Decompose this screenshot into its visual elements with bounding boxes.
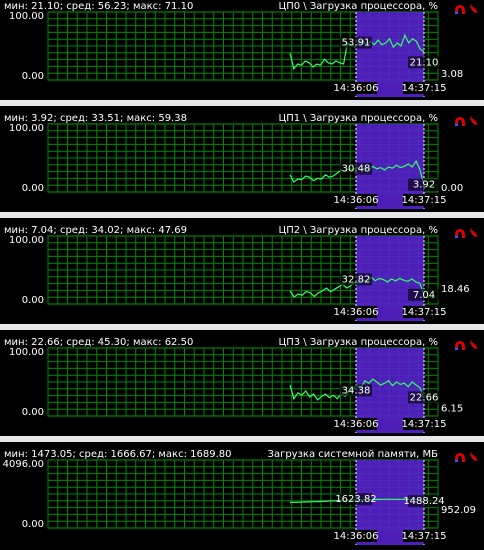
title: ЦП1 \ Загрузка процессора, % [278,113,438,124]
current-value: 3.08 [441,69,463,80]
time-bg [335,194,377,206]
time-label: 14:36:06 [334,307,379,318]
marker-bg [408,56,440,69]
time-bg [335,530,377,542]
pin-icon [470,340,478,349]
y-tick-label: 0.00 [22,519,44,530]
y-tick-label: 100.00 [9,347,44,358]
magnet-icon [455,341,465,350]
panel: мин: 3.92; сред: 33.51; макс: 59.38 ЦП1 \… [0,113,484,218]
time-label: 14:36:06 [334,195,379,206]
marker-value: 32.82 [342,274,371,285]
separator [0,436,484,442]
magnet-icon [455,5,465,14]
marker-value: 7.04 [413,290,435,301]
icon-tip [455,460,458,462]
icon-tip [455,236,458,238]
time-label: 14:37:15 [402,419,447,430]
magnet-icon [455,117,465,126]
title: ЦП3 \ Загрузка процессора, % [278,337,438,348]
y-tick-label: 0.00 [22,295,44,306]
time-label: 14:36:06 [334,419,379,430]
marker-value: 53.91 [342,38,371,49]
current-value: 18.46 [441,284,470,295]
separator [0,212,484,218]
title: ЦП2 \ Загрузка процессора, % [278,225,438,236]
y-tick-label: 100.00 [9,235,44,246]
title: ЦП0 \ Загрузка процессора, % [278,1,438,12]
y-tick-label: 100.00 [9,123,44,134]
time-label: 14:36:06 [334,531,379,542]
panel: мин: 22.66; сред: 45.30; макс: 62.50 ЦП3 … [0,337,484,442]
marker-value: 34.38 [342,385,371,396]
y-tick-label: 0.00 [22,71,44,82]
marker-bg [340,493,372,506]
marker-bg [340,384,372,397]
icon-tip [455,348,458,350]
marker-bg [408,391,440,404]
time-bg [403,530,445,542]
icon-tip [455,12,458,14]
panel: мин: 7.04; сред: 34.02; макс: 47.69 ЦП2 \… [0,225,484,330]
marker-value: 1623.82 [335,494,376,505]
marker-bg [340,273,372,286]
marker-bg [340,162,372,175]
separator [0,100,484,106]
time-label: 14:37:15 [402,307,447,318]
time-bg [403,82,445,94]
title: Загрузка системной памяти, МБ [268,449,439,460]
marker-value: 21.10 [410,57,439,68]
marker-value: 30.48 [342,164,371,175]
time-label: 14:37:15 [402,531,447,542]
y-tick-label: 0.00 [22,183,44,194]
panel: мин: 1473.05; сред: 1666.67; макс: 1689.… [3,449,478,545]
marker-value: 3.92 [413,180,435,191]
marker-value: 1488.24 [403,496,444,507]
pin-icon [470,116,478,125]
marker-bg [340,36,372,49]
time-bg [403,194,445,206]
pin-icon [470,228,478,237]
time-label: 14:37:15 [402,83,447,94]
time-label: 14:37:15 [402,195,447,206]
time-bg [403,418,445,430]
stats: мин: 22.66; сред: 45.30; макс: 62.50 [4,337,193,348]
panel: мин: 21.10; сред: 56.23; макс: 71.10 ЦП0 … [0,1,484,106]
current-value: 6.15 [441,403,463,414]
stats: мин: 3.92; сред: 33.51; макс: 59.38 [4,113,187,124]
current-value: 0.00 [441,183,463,194]
marker-bg [408,495,440,508]
magnet-icon [455,229,465,238]
stats: мин: 1473.05; сред: 1666.67; макс: 1689.… [4,449,232,460]
separator [0,324,484,330]
time-bg [403,306,445,318]
stats: мин: 7.04; сред: 34.02; макс: 47.69 [4,225,187,236]
pin-icon [470,452,478,461]
y-tick-label: 100.00 [9,11,44,22]
marker-bg [408,288,440,301]
time-bg [335,306,377,318]
magnet-icon [455,453,465,462]
icon-tip [455,124,458,126]
stats: мин: 21.10; сред: 56.23; макс: 71.10 [4,1,193,12]
time-bg [335,82,377,94]
marker-value: 22.66 [410,392,439,403]
pin-icon [470,4,478,13]
current-value: 952.09 [441,505,476,516]
time-bg [335,418,377,430]
time-label: 14:36:06 [334,83,379,94]
y-tick-label: 4096.00 [3,459,44,470]
y-tick-label: 0.00 [22,407,44,418]
marker-bg [408,178,440,191]
